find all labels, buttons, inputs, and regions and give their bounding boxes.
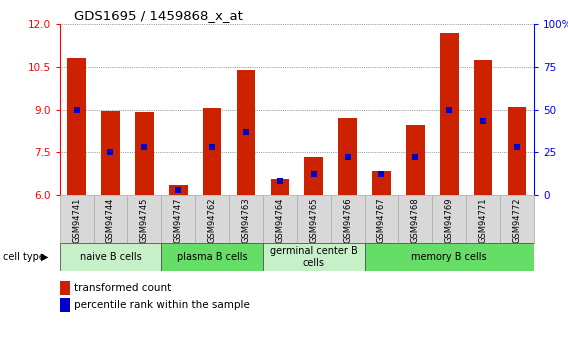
Bar (263, 195, 296, 243)
Bar (432, 195, 466, 243)
Text: transformed count: transformed count (74, 283, 171, 293)
Text: plasma B cells: plasma B cells (177, 252, 248, 262)
Text: naive B cells: naive B cells (80, 252, 141, 262)
Bar (339, 118, 357, 195)
Text: memory B cells: memory B cells (411, 252, 487, 262)
Text: GSM94769: GSM94769 (445, 197, 454, 243)
Bar (60, 195, 94, 243)
Text: percentile rank within the sample: percentile rank within the sample (74, 300, 250, 310)
Bar (169, 185, 187, 195)
Bar (60, 243, 161, 271)
Text: GSM94741: GSM94741 (72, 197, 81, 243)
Text: ▶: ▶ (41, 252, 49, 262)
Bar (365, 195, 398, 243)
Bar (203, 108, 222, 195)
Bar (135, 112, 154, 195)
Bar (229, 195, 263, 243)
Text: GSM94745: GSM94745 (140, 197, 149, 243)
Bar (372, 171, 391, 195)
Bar (304, 157, 323, 195)
Bar (331, 195, 365, 243)
Bar (508, 107, 527, 195)
Text: cell type: cell type (3, 252, 45, 262)
Bar (270, 179, 289, 195)
Text: GSM94764: GSM94764 (275, 197, 285, 243)
Bar (440, 33, 458, 195)
Text: GSM94767: GSM94767 (377, 197, 386, 243)
Bar (406, 125, 425, 195)
Bar (474, 60, 492, 195)
Text: GSM94763: GSM94763 (241, 197, 250, 243)
Bar (67, 58, 86, 195)
Bar (127, 195, 161, 243)
Bar (466, 195, 500, 243)
Bar (500, 195, 534, 243)
Bar (263, 243, 365, 271)
Text: GDS1695 / 1459868_x_at: GDS1695 / 1459868_x_at (74, 9, 243, 22)
Text: GSM94772: GSM94772 (512, 197, 521, 243)
Text: GSM94762: GSM94762 (207, 197, 216, 243)
Bar (195, 195, 229, 243)
Bar (237, 70, 255, 195)
Bar (161, 195, 195, 243)
Text: GSM94771: GSM94771 (479, 197, 487, 243)
Bar (398, 195, 432, 243)
Bar (365, 243, 534, 271)
Text: GSM94744: GSM94744 (106, 197, 115, 243)
Bar (161, 243, 263, 271)
Bar (94, 195, 127, 243)
Bar (101, 111, 120, 195)
Text: germinal center B
cells: germinal center B cells (270, 246, 358, 268)
Text: GSM94768: GSM94768 (411, 197, 420, 243)
Text: GSM94747: GSM94747 (174, 197, 183, 243)
Text: GSM94765: GSM94765 (309, 197, 318, 243)
Bar (296, 195, 331, 243)
Text: GSM94766: GSM94766 (343, 197, 352, 243)
